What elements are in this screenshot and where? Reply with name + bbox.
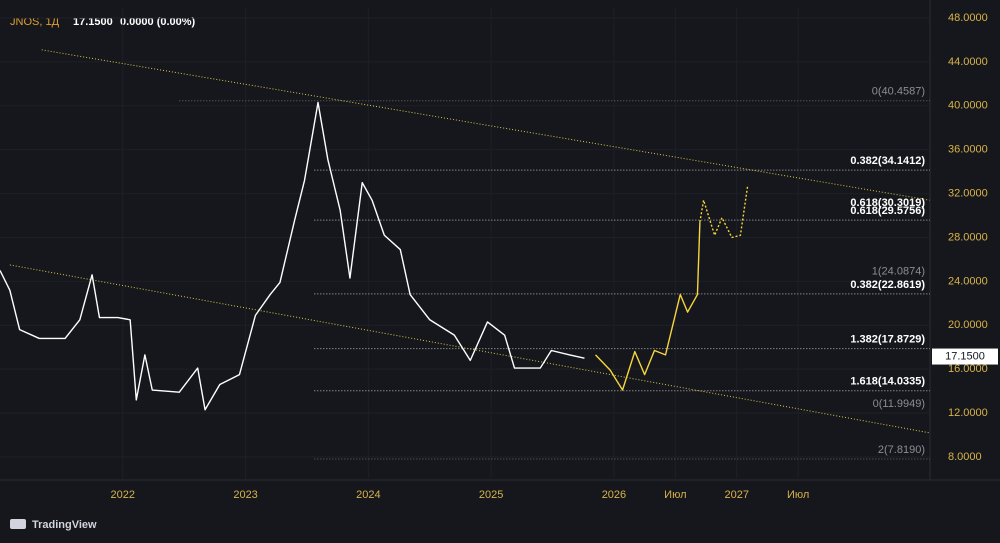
x-tick-label: 2024 (356, 489, 380, 501)
x-tick-label: Июл (787, 489, 809, 501)
fib-label: 0(11.9949) (873, 398, 925, 410)
fib-label: 0.382(22.8619) (850, 279, 925, 291)
brand: TradingView (32, 519, 97, 531)
last-price-label: 17.1500 (945, 350, 985, 362)
x-tick-label: 2027 (724, 489, 748, 501)
fib-label: 0.618(29.5756) (850, 205, 925, 217)
fib-label: 2(7.8190) (878, 444, 925, 456)
y-tick-label: 12.0000 (948, 407, 988, 419)
price: 17.1500 (73, 16, 113, 28)
y-tick-label: 8.0000 (948, 451, 982, 463)
y-tick-label: 24.0000 (948, 275, 988, 287)
y-tick-label: 48.0000 (948, 12, 988, 24)
fib-label: 1(24.0874) (872, 265, 925, 277)
fib-label: 0(40.4587) (872, 86, 925, 98)
y-tick-label: 36.0000 (948, 144, 988, 156)
fib-label: 1.618(14.0335) (850, 376, 925, 388)
fib-label: 0.382(34.1412) (850, 155, 925, 167)
price-line (699, 184, 749, 239)
x-tick-label: Июл (664, 489, 686, 501)
logo (10, 519, 26, 529)
x-tick-label: 2025 (479, 489, 503, 501)
last-price-tag (932, 348, 998, 365)
x-tick-label: 2023 (233, 489, 257, 501)
price-line (595, 222, 701, 391)
x-tick-label: 2026 (602, 489, 626, 501)
y-tick-label: 40.0000 (948, 100, 988, 112)
y-tick-label: 28.0000 (948, 231, 988, 243)
fib-label: 1.382(17.8729) (850, 334, 925, 346)
x-tick-label: 2022 (111, 489, 135, 501)
symbol: JNOS, 1Д (10, 16, 60, 28)
y-tick-label: 20.0000 (948, 319, 988, 331)
y-tick-label: 44.0000 (948, 56, 988, 68)
y-tick-label: 16.0000 (948, 363, 988, 375)
fib-label: 0.618(30.3019) (850, 197, 925, 209)
y-tick-label: 32.0000 (948, 187, 988, 199)
price-line (0, 101, 585, 411)
change: 0.0000 (0.00%) (120, 16, 196, 28)
trendline (41, 49, 930, 201)
